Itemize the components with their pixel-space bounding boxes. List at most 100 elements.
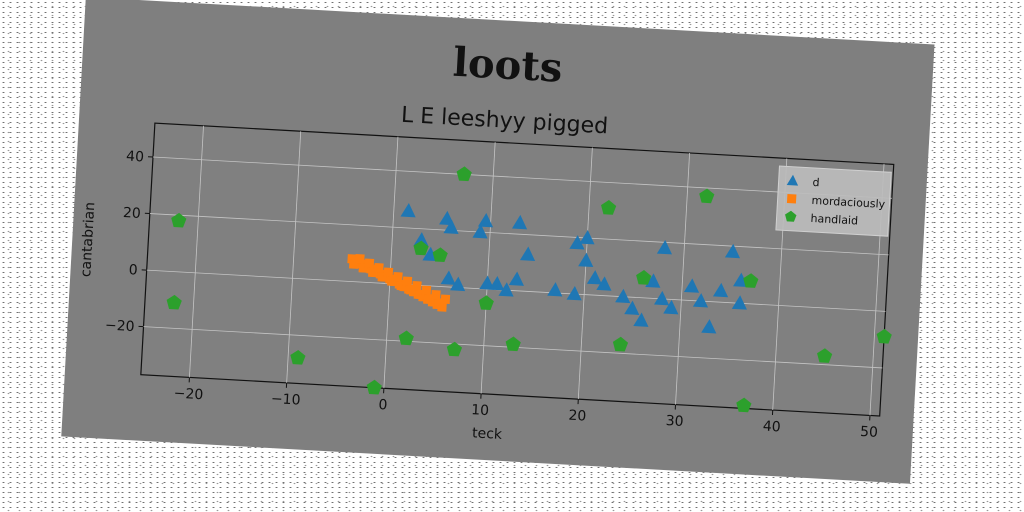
y-gridline (149, 213, 889, 256)
x-tick-label: 30 (665, 413, 684, 430)
data-point-mordaciously (355, 254, 365, 264)
data-point-d (400, 203, 416, 218)
x-gridline (480, 142, 496, 394)
data-point-d (566, 286, 582, 301)
data-point-d (511, 214, 528, 230)
data-point-handlaid (636, 270, 652, 285)
data-point-handlaid (601, 200, 617, 215)
data-point-d (578, 252, 594, 268)
x-gridline (577, 147, 593, 400)
data-point-handlaid (398, 330, 414, 346)
x-tick-label: 0 (378, 397, 388, 413)
data-point-d (701, 319, 717, 334)
y-tick-label: 0 (128, 262, 138, 278)
data-point-d (656, 240, 673, 255)
data-point-d (579, 230, 595, 245)
data-point-handlaid (478, 295, 494, 310)
data-point-handlaid (612, 336, 629, 352)
data-point-handlaid (817, 348, 833, 363)
data-point-d (479, 275, 495, 290)
legend-label: mordaciously (811, 194, 886, 211)
plot-area: −20 −10 0 10 20 30 40 50 −20 0 20 40 (105, 122, 895, 441)
data-point-handlaid (743, 273, 759, 288)
data-point-d (450, 276, 466, 292)
data-point-mordaciously (364, 258, 375, 269)
data-point-d (440, 270, 456, 285)
data-point-d (489, 276, 505, 291)
data-point-mordaciously (412, 281, 422, 291)
figure: loots L E leeshyy pigged −20 −10 0 10 20 30 40… (61, 0, 935, 484)
data-point-d (683, 278, 700, 293)
x-tick-label: 20 (568, 408, 587, 425)
y-axis-label: cantabrian (78, 202, 98, 278)
data-point-d (422, 246, 438, 262)
data-point-mordaciously (374, 263, 384, 273)
data-point-d (724, 243, 741, 259)
data-point-d (508, 271, 524, 286)
data-point-handlaid (699, 188, 715, 204)
data-point-d (645, 273, 661, 288)
data-point-d (663, 299, 679, 315)
legend-label: d (812, 176, 820, 189)
data-point-d (586, 270, 603, 285)
x-gridline (189, 125, 204, 378)
y-tick-label: 20 (123, 205, 142, 222)
data-point-handlaid (171, 212, 187, 228)
y-gridline (146, 269, 886, 312)
data-point-d (498, 282, 514, 297)
data-point-d (477, 213, 494, 228)
data-point-d (569, 235, 585, 250)
x-tick-label: 10 (471, 402, 490, 419)
legend-box (775, 165, 892, 237)
data-point-handlaid (736, 397, 752, 413)
data-point-handlaid (166, 294, 182, 310)
data-point-mordaciously (431, 290, 441, 300)
data-point-d (731, 295, 747, 310)
x-tick-label: −10 (271, 391, 301, 409)
data-point-d (633, 312, 649, 327)
data-point-handlaid (456, 166, 472, 182)
legend-label: handlaid (810, 212, 858, 228)
data-point-d (654, 290, 670, 306)
data-point-d (615, 288, 631, 304)
data-point-d (712, 282, 729, 298)
data-point-mordaciously (393, 272, 403, 282)
x-tick-label: 40 (762, 419, 781, 436)
data-point-handlaid (876, 328, 892, 344)
data-point-d (472, 224, 488, 239)
data-point-handlaid (290, 349, 306, 365)
legend-marker-d (786, 174, 799, 186)
data-point-handlaid (505, 336, 521, 352)
legend-marker-handlaid (785, 210, 797, 222)
data-point-handlaid (446, 341, 463, 357)
data-point-handlaid (413, 240, 429, 256)
x-tick-label: −20 (173, 386, 203, 404)
x-gridline (383, 136, 399, 389)
data-point-d (596, 276, 612, 291)
x-axis-label: teck (472, 425, 504, 443)
legend-marker-mordaciously (786, 194, 797, 204)
data-point-d (519, 246, 536, 261)
data-point-mordaciously (383, 267, 394, 278)
x-gridline (286, 131, 302, 383)
x-gridline (675, 152, 690, 405)
data-point-handlaid (366, 379, 382, 395)
y-tick-label: 40 (126, 149, 145, 166)
data-point-d (547, 282, 563, 297)
data-point-d (624, 300, 640, 315)
data-point-handlaid (432, 247, 448, 263)
data-point-mordaciously (440, 294, 451, 305)
data-point-d (733, 272, 749, 288)
y-gridline (152, 156, 892, 199)
data-point-mordaciously (402, 276, 413, 287)
x-tick-label: 50 (860, 424, 879, 441)
figure-suptitle: loots (452, 39, 564, 92)
data-point-d (692, 293, 709, 308)
data-point-d (439, 210, 455, 226)
data-point-d (413, 232, 429, 247)
data-point-d (443, 219, 459, 234)
data-point-mordaciously (421, 285, 432, 296)
y-tick-label: −20 (105, 317, 135, 335)
